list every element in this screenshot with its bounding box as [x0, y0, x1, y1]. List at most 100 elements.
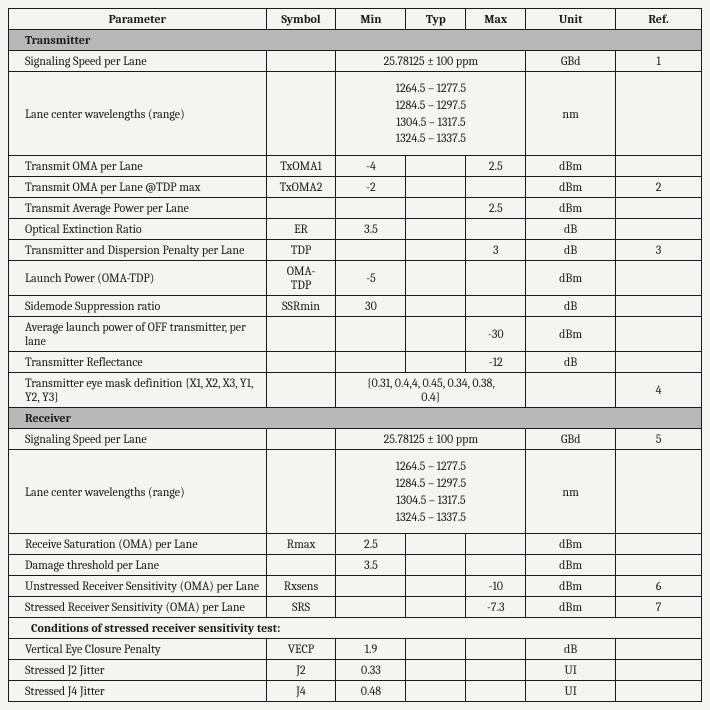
param-cell: Transmitter and Dispersion Penalty per L…	[9, 240, 267, 261]
mask-line: 0.4}	[421, 390, 440, 404]
min-cell: -2	[336, 177, 406, 198]
ref-cell: 3	[616, 240, 702, 261]
typ-cell	[406, 317, 466, 352]
table-row: Sidemode Suppression ratio SSRmin 30 dB	[9, 296, 702, 317]
typ-cell	[406, 240, 466, 261]
span-cell: 25.78125 ± 100 ppm	[336, 51, 526, 72]
min-cell: 3.5	[336, 219, 406, 240]
param-cell: Stressed J2 Jitter	[9, 660, 267, 681]
sym-cell: OMA- TDP	[266, 261, 336, 296]
sym-cell: TxOMA2	[266, 177, 336, 198]
subsection-stressed: Conditions of stressed receiver sensitiv…	[9, 618, 702, 639]
table-row: Optical Extinction Ratio ER 3.5 dB	[9, 219, 702, 240]
table-row: Signaling Speed per Lane 25.78125 ± 100 …	[9, 429, 702, 450]
min-cell: 2.5	[336, 534, 406, 555]
typ-cell	[406, 198, 466, 219]
ref-cell: 2	[616, 177, 702, 198]
ref-cell	[616, 660, 702, 681]
wl-line: 1324.5 – 1337.5	[396, 131, 466, 145]
param-cell: Average launch power of OFF transmitter,…	[9, 317, 267, 352]
table-row: Receive Saturation (OMA) per Lane Rmax 2…	[9, 534, 702, 555]
max-cell	[466, 660, 526, 681]
sym-cell: TDP	[266, 240, 336, 261]
max-cell: 3	[466, 240, 526, 261]
param-cell: Transmit OMA per Lane @TDP max	[9, 177, 267, 198]
unit-cell: UI	[526, 660, 616, 681]
hdr-ref: Ref.	[616, 9, 702, 30]
max-cell: -12	[466, 352, 526, 373]
sym-cell	[266, 450, 336, 534]
unit-cell: GBd	[526, 429, 616, 450]
ref-cell: 7	[616, 597, 702, 618]
ref-cell	[616, 639, 702, 660]
unit-cell: dBm	[526, 156, 616, 177]
hdr-min: Min	[336, 9, 406, 30]
table-row: Average launch power of OFF transmitter,…	[9, 317, 702, 352]
sym-cell: SRS	[266, 597, 336, 618]
param-cell: Launch Power (OMA-TDP)	[9, 261, 267, 296]
wl-line: 1304.5 – 1317.5	[396, 493, 465, 507]
param-cell: Signaling Speed per Lane	[9, 51, 267, 72]
min-cell	[336, 317, 406, 352]
wl-line: 1284.5 – 1297.5	[395, 476, 466, 490]
param-cell: Stressed Receiver Sensitivity (OMA) per …	[9, 597, 267, 618]
unit-cell: dBm	[526, 576, 616, 597]
mask-line: {0.31, 0.4,4, 0.45, 0.34, 0.38,	[367, 376, 495, 390]
unit-cell: dB	[526, 639, 616, 660]
ref-cell	[616, 317, 702, 352]
typ-cell	[406, 219, 466, 240]
table-row: Stressed J4 Jitter J4 0.48 UI	[9, 681, 702, 702]
ref-cell	[616, 534, 702, 555]
sym-cell: J2	[266, 660, 336, 681]
min-cell	[336, 352, 406, 373]
ref-cell	[616, 72, 702, 156]
max-cell: -10	[466, 576, 526, 597]
unit-cell: dB	[526, 352, 616, 373]
unit-cell: dBm	[526, 317, 616, 352]
min-cell: 30	[336, 296, 406, 317]
param-cell: Transmitter Reflectance	[9, 352, 267, 373]
section-transmitter: Transmitter	[9, 30, 702, 51]
sym-line: OMA-	[287, 264, 316, 278]
max-cell: 2.5	[466, 156, 526, 177]
min-cell: -5	[336, 261, 406, 296]
sym-cell: TxOMA1	[266, 156, 336, 177]
unit-cell: dBm	[526, 198, 616, 219]
unit-cell: dB	[526, 219, 616, 240]
ref-cell	[616, 219, 702, 240]
min-cell: 3.5	[336, 555, 406, 576]
typ-cell	[406, 352, 466, 373]
typ-cell	[406, 597, 466, 618]
section-label: Conditions of stressed receiver sensitiv…	[9, 618, 702, 639]
min-cell	[336, 597, 406, 618]
param-cell: Stressed J4 Jitter	[9, 681, 267, 702]
table-row: Stressed Receiver Sensitivity (OMA) per …	[9, 597, 702, 618]
wl-line: 1324.5 – 1337.5	[396, 510, 466, 524]
sym-cell: VECP	[266, 639, 336, 660]
unit-cell: GBd	[526, 51, 616, 72]
sym-cell	[266, 72, 336, 156]
sym-cell	[266, 555, 336, 576]
min-cell	[336, 198, 406, 219]
typ-cell	[406, 576, 466, 597]
typ-cell	[406, 177, 466, 198]
hdr-symbol: Symbol	[266, 9, 336, 30]
table-row: Vertical Eye Closure Penalty VECP 1.9 dB	[9, 639, 702, 660]
unit-cell: dBm	[526, 597, 616, 618]
sym-cell	[266, 51, 336, 72]
header-row: Parameter Symbol Min Typ Max Unit Ref.	[9, 9, 702, 30]
typ-cell	[406, 296, 466, 317]
typ-cell	[406, 639, 466, 660]
ref-cell	[616, 261, 702, 296]
ref-cell	[616, 555, 702, 576]
param-cell: Lane center wavelengths (range)	[9, 72, 267, 156]
ref-cell	[616, 352, 702, 373]
unit-cell: dBm	[526, 555, 616, 576]
ref-cell: 5	[616, 429, 702, 450]
min-cell: 0.48	[336, 681, 406, 702]
sym-cell: Rxsens	[266, 576, 336, 597]
unit-cell: nm	[526, 72, 616, 156]
param-cell: Sidemode Suppression ratio	[9, 296, 267, 317]
unit-cell	[526, 373, 616, 408]
max-cell	[466, 261, 526, 296]
